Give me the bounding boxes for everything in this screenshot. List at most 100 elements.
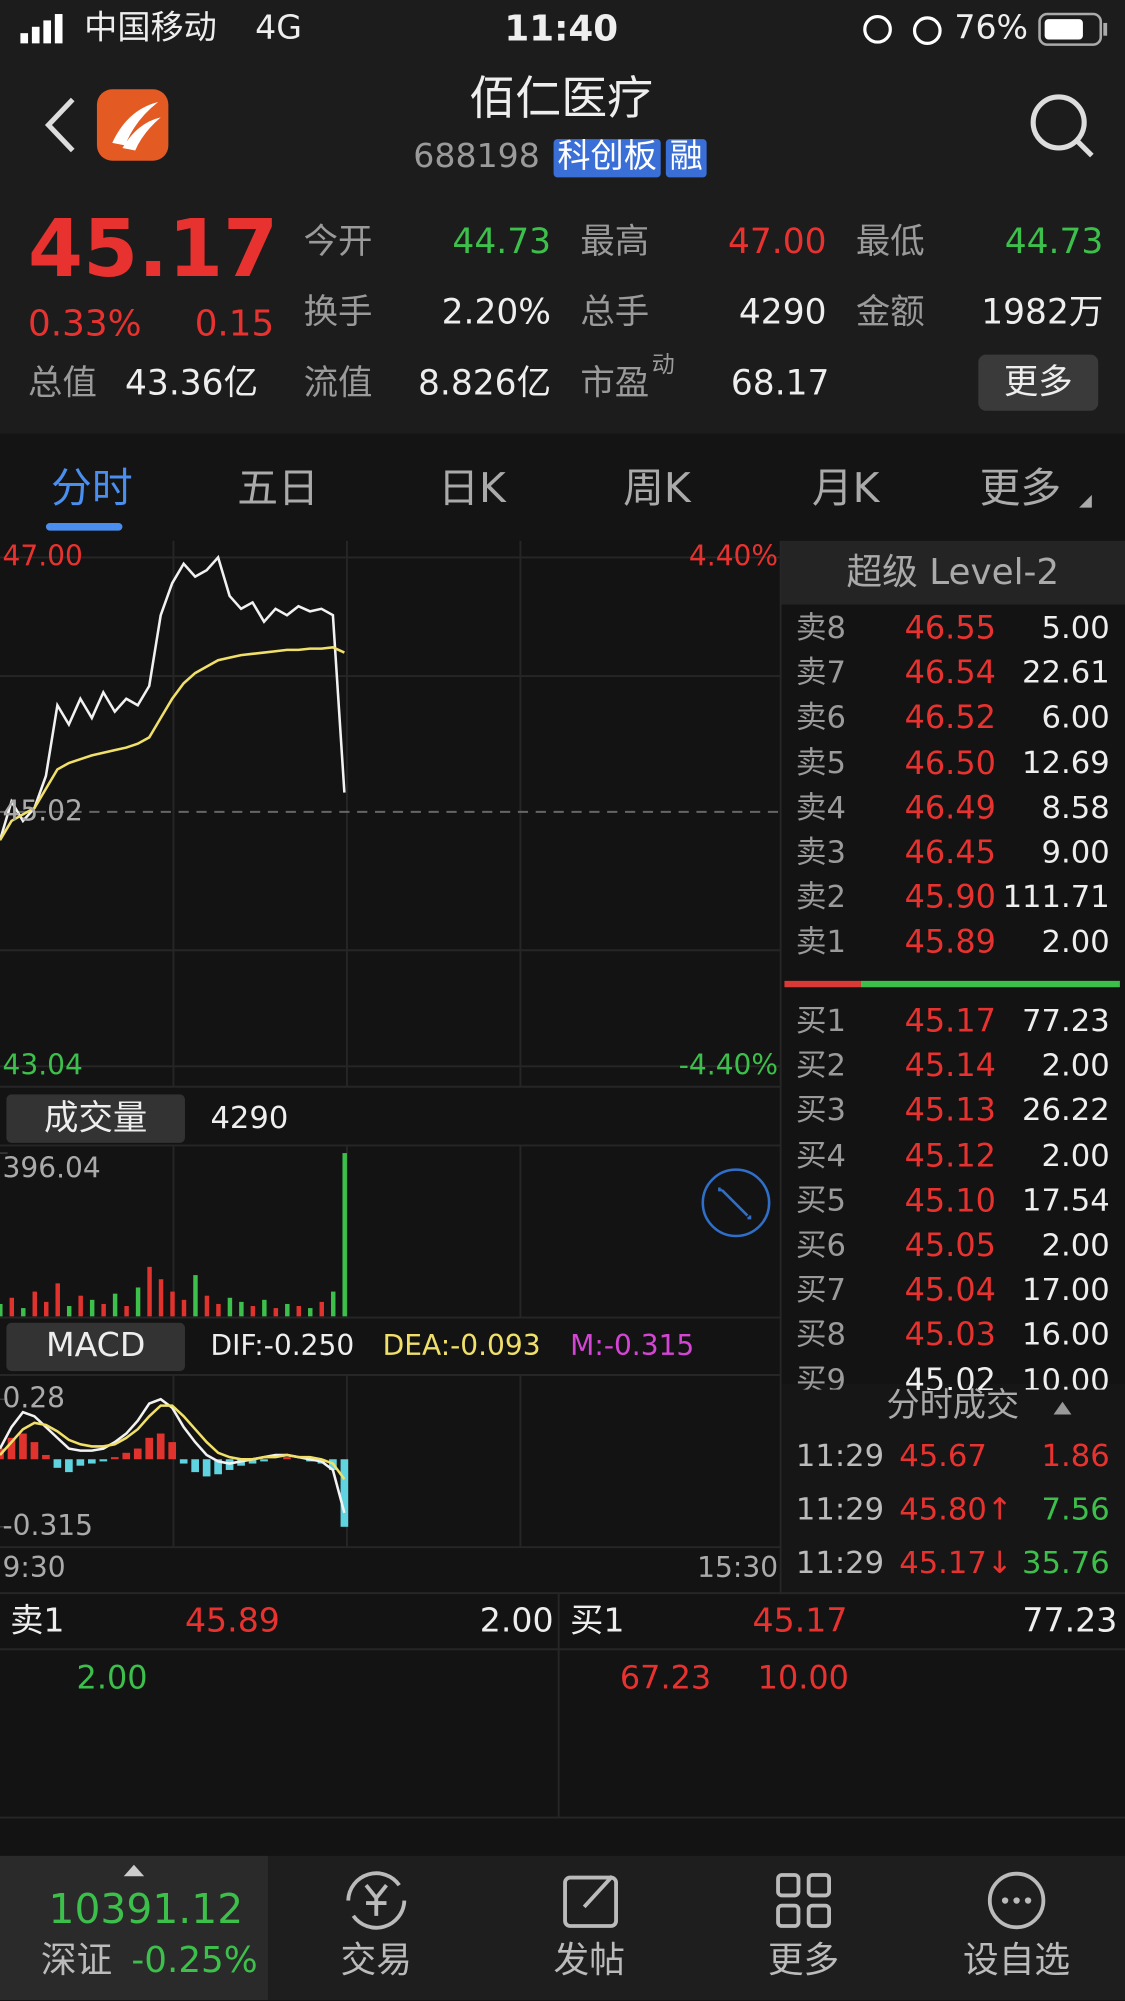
volume-bar xyxy=(0,1303,3,1317)
index-change[interactable]: -0.25% xyxy=(131,1938,258,1981)
trade-time: 11:29 xyxy=(795,1491,885,1528)
stat-value: 1982万 xyxy=(981,292,1104,333)
quote-header-bg xyxy=(0,0,1125,434)
book-sep-ask xyxy=(784,980,861,988)
book-price: 46.54 xyxy=(904,654,996,692)
volume-bar xyxy=(44,1301,49,1317)
index-cell[interactable] xyxy=(0,1855,268,2000)
volume-bar xyxy=(170,1291,175,1317)
macd-title[interactable]: MACD xyxy=(45,1326,146,1365)
tab-underline xyxy=(45,522,123,531)
tab[interactable]: 日K xyxy=(438,463,506,513)
nav-post-icon[interactable] xyxy=(563,1874,618,1928)
book-label: 买3 xyxy=(795,1092,847,1129)
macd-bar xyxy=(65,1459,73,1473)
book-volume: 2.00 xyxy=(1041,924,1110,960)
level2-title: 超级 Level-2 xyxy=(846,550,1060,593)
volume-bar xyxy=(66,1306,72,1317)
book-price: 45.05 xyxy=(904,1226,996,1264)
macd-bar xyxy=(110,1457,119,1460)
nav-item[interactable]: 设自选 xyxy=(963,1938,1071,1981)
volume-title[interactable]: 成交量 xyxy=(44,1098,148,1139)
time: 11:40 xyxy=(504,7,619,50)
book-label: 卖5 xyxy=(795,744,847,781)
battery-icon xyxy=(1038,12,1108,46)
macd-tab[interactable] xyxy=(6,1322,185,1372)
book-volume: 6.00 xyxy=(1041,699,1110,736)
stock-name: 佰仁医疗 xyxy=(469,73,654,126)
level2-header-bg xyxy=(780,540,1125,605)
volume-tab[interactable] xyxy=(6,1094,185,1143)
stat-value: 47.00 xyxy=(727,222,827,263)
book-label: 买9 xyxy=(795,1361,847,1398)
search-icon[interactable] xyxy=(1030,94,1094,158)
nav-trade-icon[interactable] xyxy=(346,1871,407,1930)
stat-label: 今开 xyxy=(303,222,373,263)
more-button[interactable] xyxy=(978,354,1099,411)
tab[interactable]: 月K xyxy=(811,463,880,513)
stat-value: 68.17 xyxy=(730,364,830,404)
book-price: 45.90 xyxy=(904,878,996,916)
nav-item[interactable]: 交易 xyxy=(340,1938,412,1981)
book-label: 买1 xyxy=(795,1002,847,1039)
tab[interactable]: 更多 xyxy=(979,463,1062,513)
macd-bar xyxy=(202,1459,211,1477)
macd-tick-label: -0.315 xyxy=(2,1510,94,1543)
book-price: 45.89 xyxy=(904,923,996,961)
book-price: 45.04 xyxy=(904,1271,996,1309)
tab-bar xyxy=(0,433,1125,541)
book-label: 买2 xyxy=(795,1047,847,1084)
depth-extra: 10.00 xyxy=(757,1658,849,1696)
x-label: 9:30 xyxy=(2,1552,66,1585)
nav-item[interactable]: 发帖 xyxy=(553,1938,626,1981)
volume-bar xyxy=(135,1287,141,1317)
index-name[interactable]: 深证 xyxy=(40,1938,113,1981)
stat-label: 换手 xyxy=(303,292,373,333)
network: 4G xyxy=(255,8,302,48)
price-line xyxy=(0,554,346,841)
depth-extra: 67.23 xyxy=(619,1658,712,1696)
index-value[interactable]: 10391.12 xyxy=(48,1884,244,1934)
volume-bar xyxy=(227,1297,233,1317)
book-sep-bid xyxy=(860,980,1120,988)
macd-bar xyxy=(248,1459,257,1464)
macd-bar xyxy=(30,1442,39,1460)
tab[interactable]: 五日 xyxy=(237,463,319,513)
volume-bar xyxy=(296,1306,302,1317)
back-icon[interactable] xyxy=(44,97,75,153)
m-label: M:-0.315 xyxy=(570,1330,695,1363)
change: 0.15 xyxy=(194,302,275,345)
trade-volume: 35.76 xyxy=(1022,1544,1110,1581)
trade-volume: 1.86 xyxy=(1041,1437,1110,1474)
book-price: 46.55 xyxy=(904,609,996,647)
volume-bar xyxy=(101,1303,106,1317)
carrier: 中国移动 xyxy=(84,8,217,48)
tab[interactable]: 周K xyxy=(623,463,691,513)
book-price: 45.17 xyxy=(904,1002,996,1040)
book-label: 卖3 xyxy=(795,834,847,871)
book-price: 45.12 xyxy=(904,1136,996,1174)
expand-icon[interactable] xyxy=(701,1168,771,1238)
dea-line xyxy=(0,1404,346,1480)
macd-bar xyxy=(145,1437,154,1460)
tag: 融 xyxy=(665,138,707,178)
volume-bar xyxy=(78,1295,83,1317)
stat-label: 金额 xyxy=(855,292,925,333)
battery: 76% xyxy=(954,8,1029,48)
tab[interactable]: 分时 xyxy=(51,463,133,513)
more-button-label[interactable]: 更多 xyxy=(1003,362,1073,403)
book-label: 卖8 xyxy=(795,609,847,646)
stat-value: 44.73 xyxy=(1004,222,1104,263)
stat-value: 44.73 xyxy=(452,222,552,263)
volume-bar xyxy=(147,1266,152,1317)
change-pct: 0.33% xyxy=(28,302,142,345)
book-volume: 16.00 xyxy=(1022,1317,1110,1353)
nav-item[interactable]: 更多 xyxy=(767,1938,840,1981)
macd-bar xyxy=(168,1442,177,1460)
book-label: 买7 xyxy=(795,1272,847,1308)
volume-bar xyxy=(204,1295,210,1317)
macd-bar xyxy=(191,1459,199,1473)
nav-watch-icon[interactable] xyxy=(987,1871,1046,1930)
nav-more-icon[interactable] xyxy=(776,1873,831,1928)
